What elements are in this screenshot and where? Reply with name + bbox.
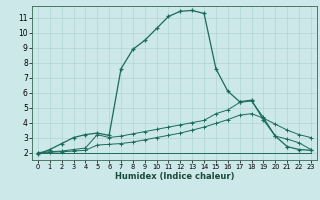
X-axis label: Humidex (Indice chaleur): Humidex (Indice chaleur): [115, 172, 234, 181]
